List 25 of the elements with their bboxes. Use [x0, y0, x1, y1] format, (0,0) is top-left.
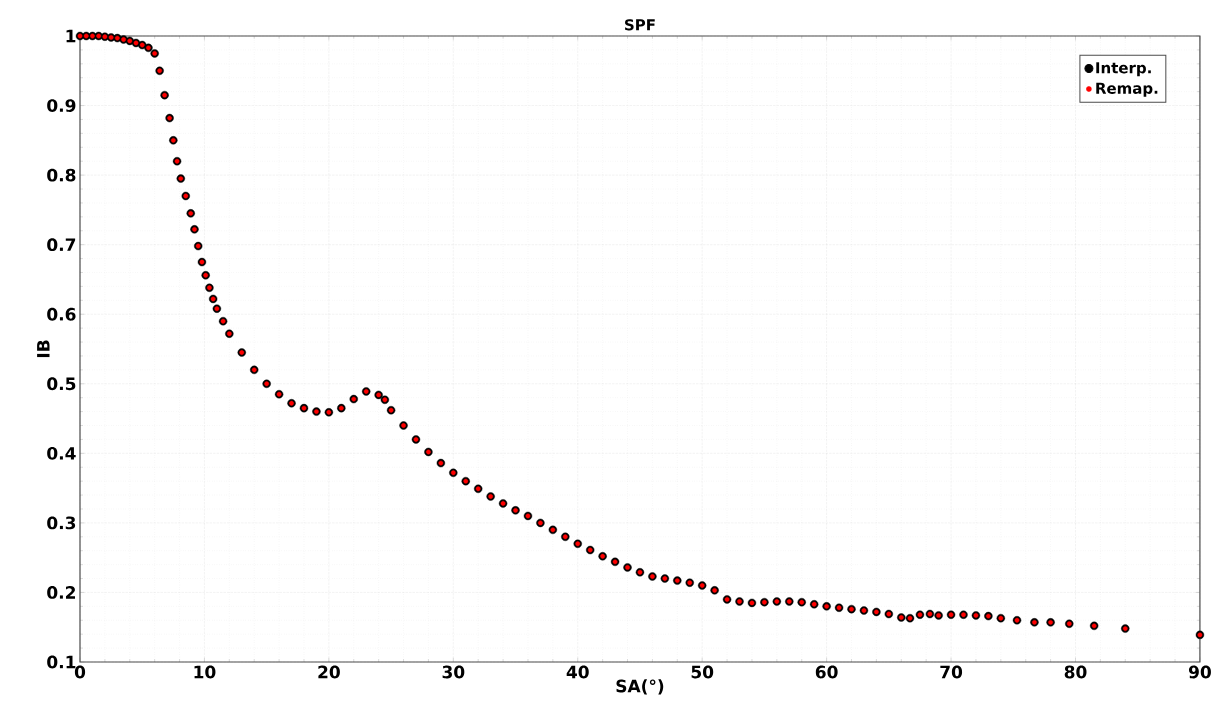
y-tick-label: 0.5 — [47, 377, 76, 391]
legend-label: Remap. — [1096, 82, 1158, 97]
x-tick-label: 20 — [318, 665, 340, 679]
x-tick-label: 30 — [442, 665, 465, 679]
y-tick-label: 0.2 — [47, 586, 75, 599]
y-axis-title: IB — [37, 340, 50, 358]
x-tick-label: 80 — [1064, 665, 1087, 679]
x-tick-label: 90 — [1188, 665, 1211, 679]
y-tick-label: 0.7 — [47, 238, 76, 252]
x-tick-label: 50 — [691, 665, 714, 679]
y-tick-label: 0.4 — [47, 446, 76, 460]
y-tick-label: 0.6 — [47, 307, 76, 321]
legend-label: Interp. — [1096, 62, 1151, 77]
x-tick-label: 40 — [566, 665, 589, 679]
x-tick-label: 70 — [940, 665, 963, 679]
y-tick-label: 0.1 — [47, 655, 76, 669]
x-tick-label: 60 — [815, 665, 838, 679]
x-axis-title: SA(°) — [616, 679, 664, 695]
x-tick-label: 0 — [74, 665, 86, 679]
y-tick-label: 1 — [66, 29, 76, 43]
y-tick-label: 0.3 — [47, 516, 76, 530]
y-tick-label: 0.9 — [47, 99, 76, 112]
y-tick-label: 0.8 — [47, 168, 76, 182]
x-tick-label: 10 — [194, 665, 216, 679]
chart-title: SPF — [625, 19, 655, 31]
